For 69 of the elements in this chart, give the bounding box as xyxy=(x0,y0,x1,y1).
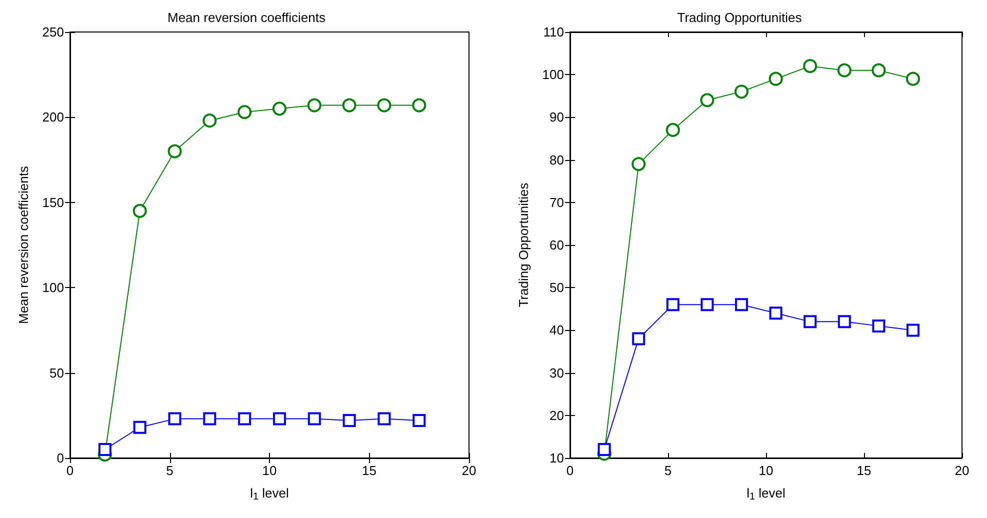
y-tick-label: 60 xyxy=(550,238,564,252)
y-tick-label: 250 xyxy=(42,24,64,40)
x-tick-label: 15 xyxy=(856,463,872,478)
x-tick-label: 20 xyxy=(462,463,476,478)
point xyxy=(632,332,646,346)
y-tick-label: 50 xyxy=(50,365,64,380)
y-tick-label: 30 xyxy=(550,365,564,380)
x-tick-label: 0 xyxy=(566,463,574,478)
point xyxy=(378,412,391,426)
point xyxy=(598,442,611,456)
x-tick-label: 5 xyxy=(664,463,672,478)
point xyxy=(168,412,182,426)
point xyxy=(906,324,920,337)
point xyxy=(804,315,817,328)
x-tick-label: 20 xyxy=(954,463,970,478)
point xyxy=(308,412,321,426)
point xyxy=(307,98,322,112)
point xyxy=(872,319,886,332)
point xyxy=(238,105,252,120)
y-tick-label: 50 xyxy=(550,280,564,296)
x-tick-label: 15 xyxy=(362,463,376,478)
point xyxy=(768,72,783,86)
point xyxy=(872,63,886,78)
point xyxy=(735,298,748,312)
point xyxy=(272,412,286,426)
y-tick-label: 90 xyxy=(550,110,564,125)
point xyxy=(666,298,680,312)
y-tick-label: 150 xyxy=(42,194,64,210)
point xyxy=(168,144,182,158)
y-tick-label: 20 xyxy=(550,408,564,423)
x-tick-label: 10 xyxy=(262,463,277,478)
x-tick-label: 0 xyxy=(66,463,74,478)
point xyxy=(272,102,286,116)
point xyxy=(734,84,748,99)
point xyxy=(666,122,680,137)
point xyxy=(906,72,920,86)
x-tick-label: 10 xyxy=(758,463,774,478)
y-tick-label: 70 xyxy=(550,194,564,210)
point xyxy=(632,157,646,172)
point xyxy=(202,114,217,128)
y-axis-title: Trading Opportunities xyxy=(516,182,531,308)
y-tick-label: 200 xyxy=(42,110,64,125)
point xyxy=(342,414,356,428)
y-tick-label: 110 xyxy=(543,24,564,40)
point xyxy=(803,59,818,74)
chart-title: Mean reversion coefficients xyxy=(167,10,326,25)
point xyxy=(837,63,852,78)
point xyxy=(700,298,714,312)
point xyxy=(377,98,392,112)
point xyxy=(203,412,216,426)
point xyxy=(133,420,146,434)
y-tick-label: 80 xyxy=(550,152,564,168)
y-tick-label: 100 xyxy=(542,67,564,82)
y-tick-label: 40 xyxy=(550,322,564,338)
point xyxy=(700,93,714,108)
point xyxy=(132,204,147,218)
chart-title: Trading Opportunities xyxy=(677,10,802,25)
point xyxy=(342,98,356,112)
y-tick-label: 10 xyxy=(550,450,564,466)
point xyxy=(838,315,851,328)
x-tick-label: 5 xyxy=(166,463,174,478)
y-tick-label: 0 xyxy=(56,450,64,466)
point xyxy=(412,414,426,428)
y-axis-title: Mean reversion coefficients xyxy=(16,166,31,324)
point xyxy=(412,98,426,112)
y-tick-label: 100 xyxy=(42,280,64,296)
point xyxy=(238,412,252,426)
point xyxy=(98,442,112,456)
point xyxy=(769,306,782,320)
